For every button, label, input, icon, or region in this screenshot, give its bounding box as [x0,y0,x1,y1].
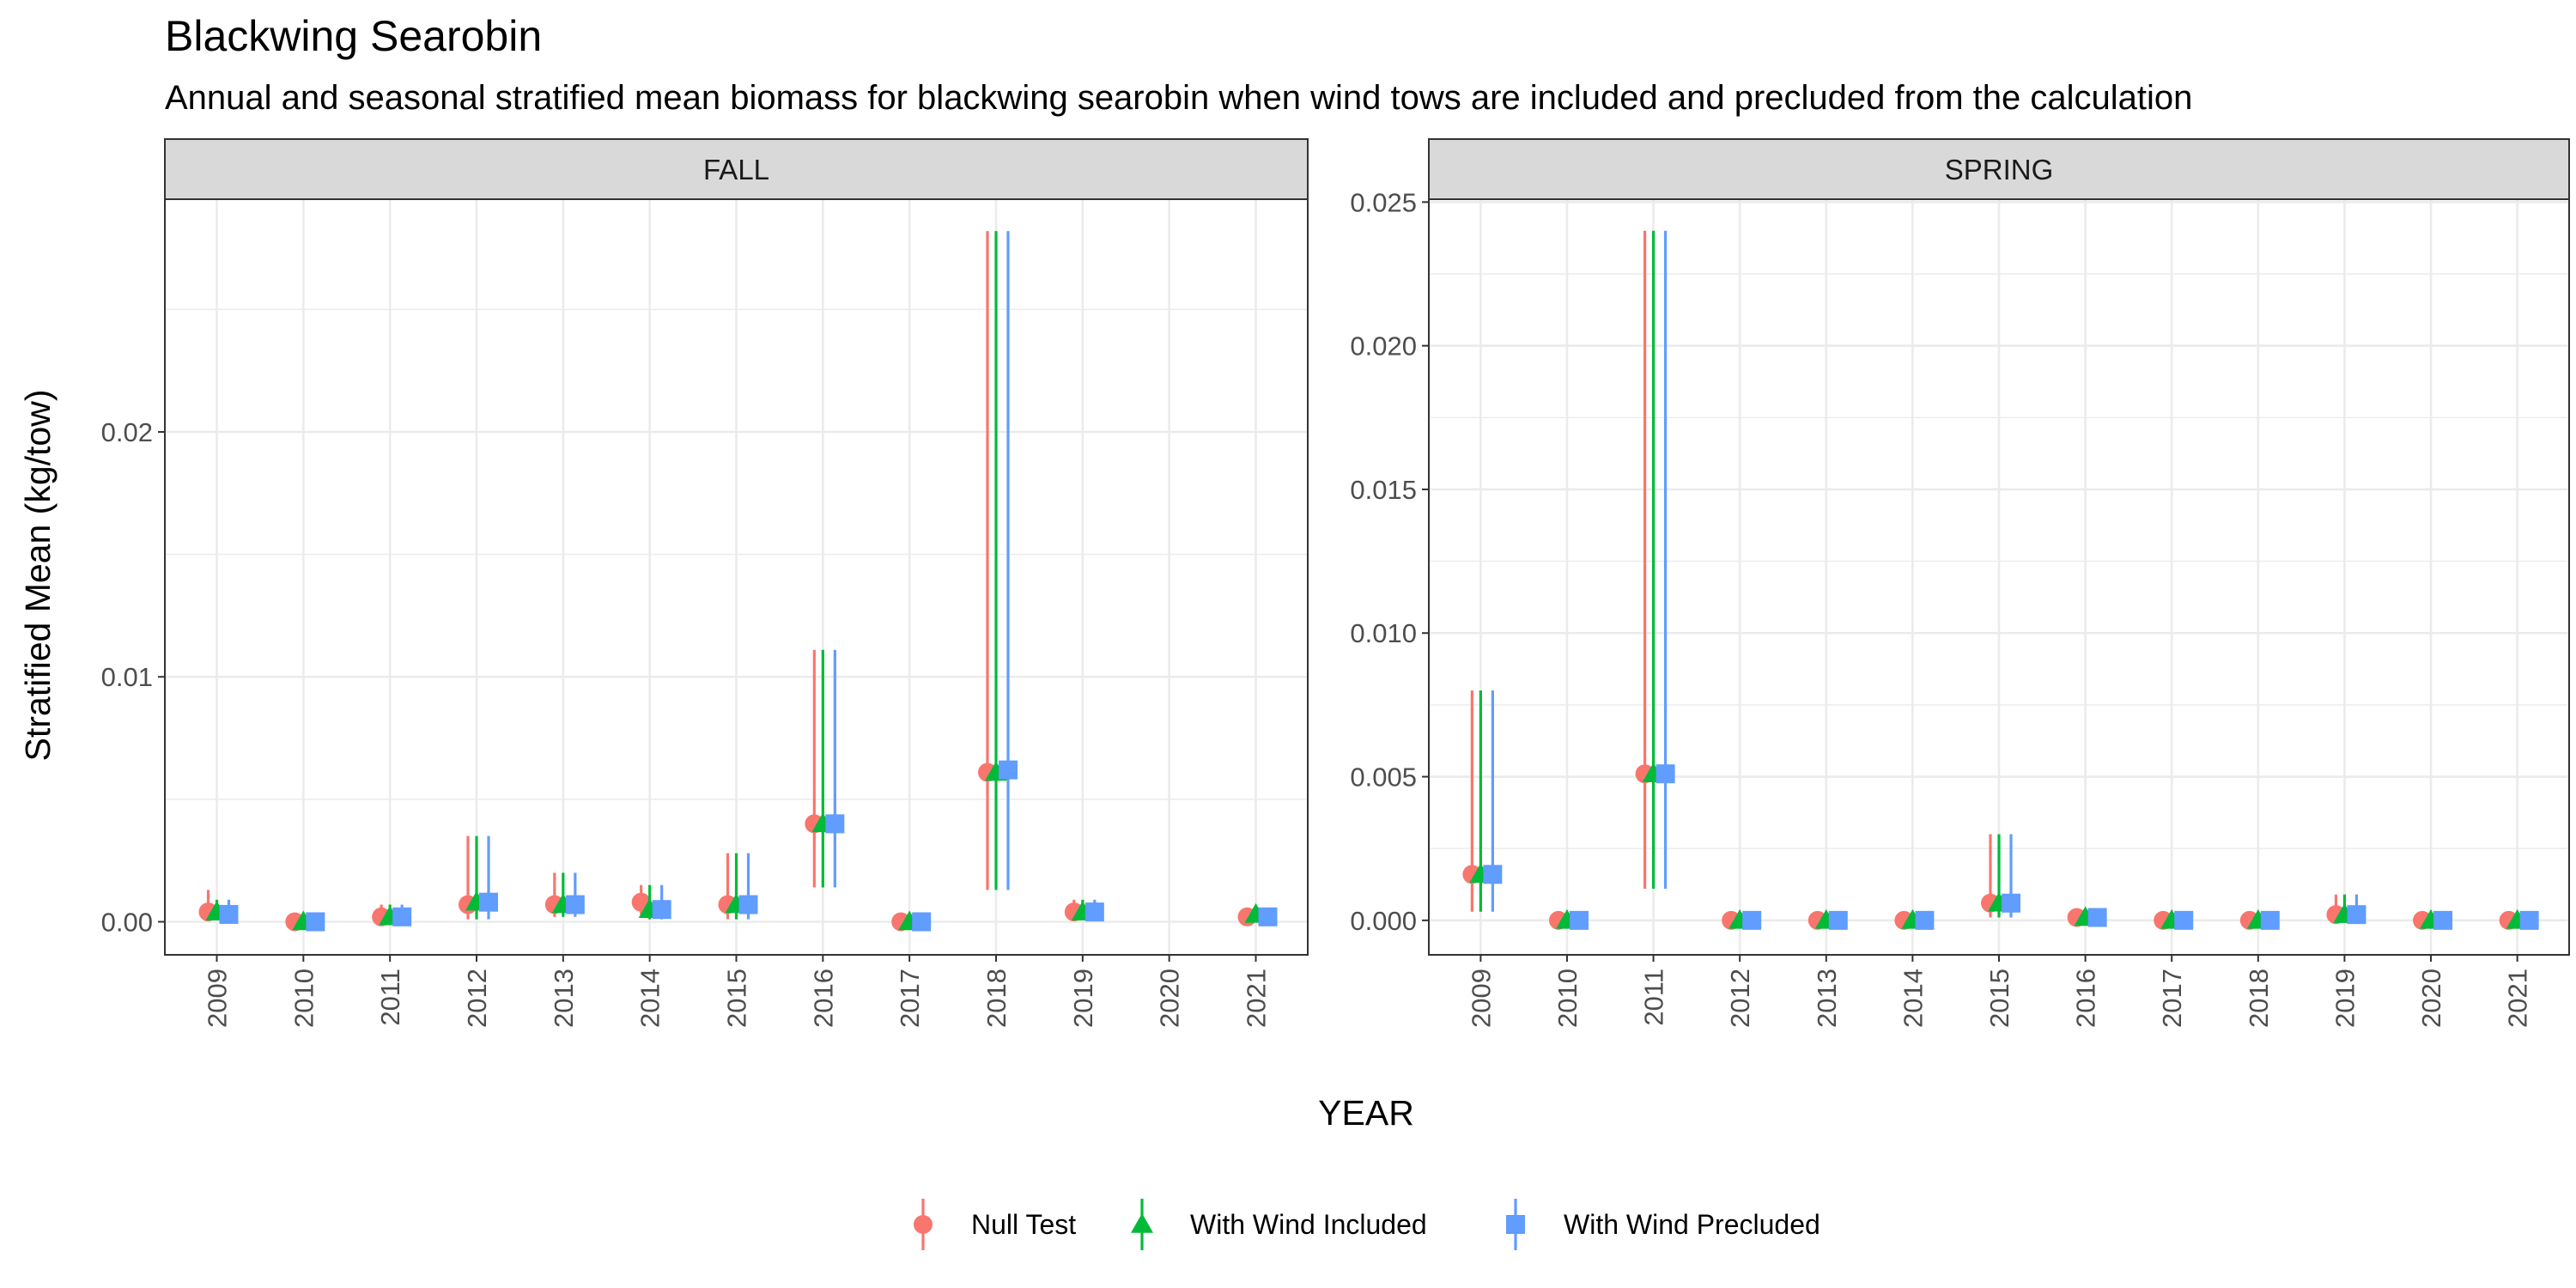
data-point [999,760,1018,780]
data-point [738,895,758,914]
y-tick-label: 0.02 [101,417,153,447]
facet-strip [1428,138,2570,200]
x-axis-title: YEAR [1318,1093,1414,1133]
x-tick-label: 2009 [1466,969,1496,1028]
x-tick-label: 2011 [375,969,405,1026]
y-tick-label: 0.005 [1350,762,1417,793]
data-point [2433,910,2453,930]
series-with-wind-precluded [1483,230,2539,930]
legend-key-symbol [1131,1213,1153,1233]
x-tick-label: 2014 [635,969,665,1028]
chart-subtitle: Annual and seasonal stratified mean biom… [165,79,2192,117]
data-point [825,814,845,834]
series-with-wind-precluded [219,231,1278,932]
legend-key-symbol [914,1215,933,1234]
y-tick-label: 0.020 [1350,331,1417,361]
data-point [1656,764,1675,784]
x-tick-label: 2013 [549,969,579,1028]
data-point [479,892,498,912]
data-point [2174,910,2194,930]
x-tick-label: 2010 [1552,969,1583,1028]
data-point [1915,910,1935,930]
y-tick-label: 0.01 [101,662,153,692]
x-tick-label: 2014 [1898,969,1928,1028]
data-point [912,912,932,932]
chart-title: Blackwing Searobin [165,12,542,60]
data-point [2519,910,2539,930]
data-point [2347,905,2366,925]
legend-item: With Wind Included [1131,1199,1427,1250]
x-tick-label: 2015 [1984,969,2014,1028]
data-point [1742,910,1762,930]
facet-strip [164,138,1309,200]
y-axis-title: Stratified Mean (kg/tow) [18,390,58,762]
legend-label: Null Test [971,1209,1076,1240]
x-tick-label: 2015 [722,969,752,1028]
facet-panel-spring: SPRING 0.000 0.005 0.010 0.015 0.020 0.025 2009… [1350,138,2570,1028]
x-tick-label: 2018 [2244,969,2274,1028]
facet-panels: FALL 0.00 0.01 0.02 2009 2010 2011 2012 2013 2014… [101,138,2570,1028]
data-point [219,904,239,924]
facet-panel-fall: FALL 0.00 0.01 0.02 2009 2010 2011 2012 2013 2014… [101,138,1309,1028]
data-point [1569,910,1589,930]
y-tick-label: 0.025 [1350,187,1417,217]
facet-strip-label: SPRING [1945,154,2054,185]
legend-item: Null Test [914,1199,1076,1250]
legend-key-symbol [1506,1215,1525,1234]
x-tick-label: 2017 [895,969,925,1028]
x-tick-label: 2021 [2503,969,2533,1028]
x-tick-label: 2012 [462,969,492,1028]
data-point [2002,893,2020,913]
x-tick-label: 2019 [1068,969,1098,1028]
legend-label: With Wind Included [1190,1209,1427,1240]
x-tick-label: 2019 [2330,969,2360,1028]
data-point [1084,902,1104,922]
data-point [2260,910,2280,930]
y-tick-label: 0.000 [1350,906,1417,936]
data-point [652,900,671,920]
y-tick-label: 0.015 [1350,475,1417,505]
x-tick-label: 2010 [289,969,319,1028]
x-tick-label: 2020 [1155,969,1185,1028]
data-point [392,907,412,927]
data-point [1258,907,1278,927]
x-tick-label: 2017 [2157,969,2187,1028]
data-point [565,895,585,914]
x-tick-label: 2011 [1639,969,1669,1026]
x-tick-label: 2013 [1812,969,1842,1028]
x-tick-label: 2009 [203,969,233,1028]
data-point [306,912,325,932]
series-null-test [198,231,1257,932]
y-tick-label: 0.00 [101,907,153,937]
x-tick-label: 2020 [2416,969,2446,1028]
x-tick-label: 2012 [1725,969,1755,1028]
x-tick-label: 2016 [2071,969,2101,1028]
data-point [1828,910,1848,930]
y-tick-label: 0.010 [1350,618,1417,648]
x-tick-label: 2021 [1242,969,1272,1028]
data-point [1483,865,1503,884]
x-tick-label: 2016 [808,969,838,1028]
legend-item: With Wind Precluded [1506,1199,1820,1250]
data-point [2087,908,2107,927]
x-tick-label: 2018 [981,969,1012,1028]
facet-strip-label: FALL [703,154,769,185]
legend-label: With Wind Precluded [1564,1209,1820,1240]
legend: Null Test With Wind Included With Wind Pre… [914,1199,1820,1250]
